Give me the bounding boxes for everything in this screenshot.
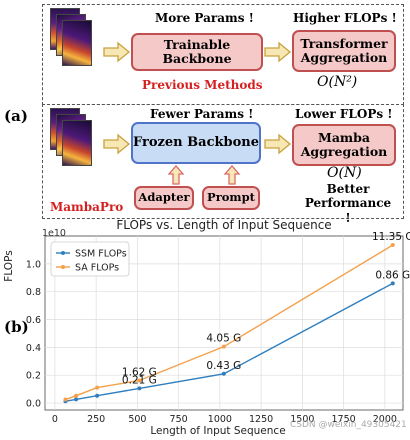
y-tick-label: 0.6 [26, 315, 41, 326]
right-arrow-icon [103, 41, 131, 63]
up-arrow-icon [167, 165, 185, 185]
y-tick-label: 0.8 [26, 287, 41, 298]
up-arrow-icon [223, 165, 241, 185]
sa-data-point [137, 378, 142, 383]
fewer-params-heading: Fewer Params ! [150, 107, 254, 121]
sa-data-point [95, 385, 100, 390]
legend-box [50, 241, 130, 277]
x-tick-label: 1000 [208, 414, 232, 425]
linear-complexity: O(N) [327, 165, 362, 181]
higher-flops-heading: Higher FLOPs ! [293, 11, 397, 25]
legend-entry: SSM FLOPs [75, 249, 127, 260]
transformer-aggregation-box: Transformer Aggregation [292, 30, 396, 72]
mambapro-label: MambaPro [50, 200, 124, 214]
right-arrow-icon [264, 41, 292, 63]
legend-marker [61, 265, 65, 269]
previous-methods-label: Previous Methods [142, 78, 263, 92]
panel-label-b: (b) [4, 318, 29, 336]
trainable-backbone-box: Trainable Backbone [131, 33, 263, 71]
y-axis-exponent-label: 1e10 [42, 228, 66, 239]
flops-chart: FLOPs vs. Length of Input Sequence 1e10 … [3, 218, 410, 437]
mambapro-panel [42, 104, 404, 219]
quadratic-complexity: O(N²) [317, 74, 358, 90]
ssm-data-point [137, 386, 142, 391]
frozen-backbone-box: Frozen Backbone [131, 122, 261, 164]
x-tick-label: 1750 [332, 414, 356, 425]
ssm-data-point [74, 397, 79, 402]
chart-title: FLOPs vs. Length of Input Sequence [116, 218, 331, 232]
x-tick-label: 1500 [290, 414, 314, 425]
x-tick-label: 250 [87, 414, 105, 425]
legend-marker [61, 251, 65, 255]
y-tick-label: 0.2 [26, 371, 41, 382]
prompt-box: Prompt [202, 186, 260, 210]
sa-data-point [63, 397, 68, 402]
chart-legend: SSM FLOPs SA FLOPs [50, 241, 130, 277]
sa-data-point [221, 344, 226, 349]
right-arrow-icon [103, 133, 131, 155]
legend-entry: SA FLOPs [75, 263, 119, 274]
x-tick-label: 0 [52, 414, 58, 425]
ssm-data-point [390, 281, 395, 286]
sa-data-label: 4.05 G [206, 333, 241, 345]
y-tick-label: 0.0 [26, 399, 41, 410]
ssm-data-label: 0.86 G [375, 269, 410, 281]
ssm-data-point [95, 393, 100, 398]
y-tick-label: 0.4 [26, 343, 41, 354]
right-arrow-icon [264, 133, 292, 155]
x-tick-label: 500 [128, 414, 146, 425]
sa-data-label: 11.35 G [372, 231, 410, 243]
x-tick-label: 1250 [249, 414, 273, 425]
watermark: CSDN @weixin_49305421 [290, 420, 407, 430]
ssm-data-label: 0.21 G [122, 374, 157, 386]
thermal-image-thumbnail [62, 120, 92, 166]
ssm-data-label: 0.43 G [206, 360, 241, 372]
more-params-heading: More Params ! [155, 11, 254, 25]
y-tick-label: 1.0 [26, 259, 41, 270]
ssm-data-point [221, 371, 226, 376]
better-performance-text: Better Performance ! [304, 182, 392, 225]
sa-data-point [390, 243, 395, 248]
lower-flops-heading: Lower FLOPs ! [295, 107, 393, 121]
x-axis-label: Length of Input Sequence [150, 425, 285, 437]
panel-label-a: (a) [4, 107, 28, 125]
adapter-box: Adapter [134, 186, 194, 210]
y-axis-label: FLOPs [3, 250, 15, 281]
thermal-image-thumbnail [62, 20, 92, 66]
sa-data-point [74, 393, 79, 398]
mamba-aggregation-box: Mamba Aggregation [292, 124, 396, 166]
x-tick-label: 750 [170, 414, 188, 425]
sa-data-label: 1.62 G [122, 366, 157, 378]
x-tick-label: 2000 [373, 414, 397, 425]
